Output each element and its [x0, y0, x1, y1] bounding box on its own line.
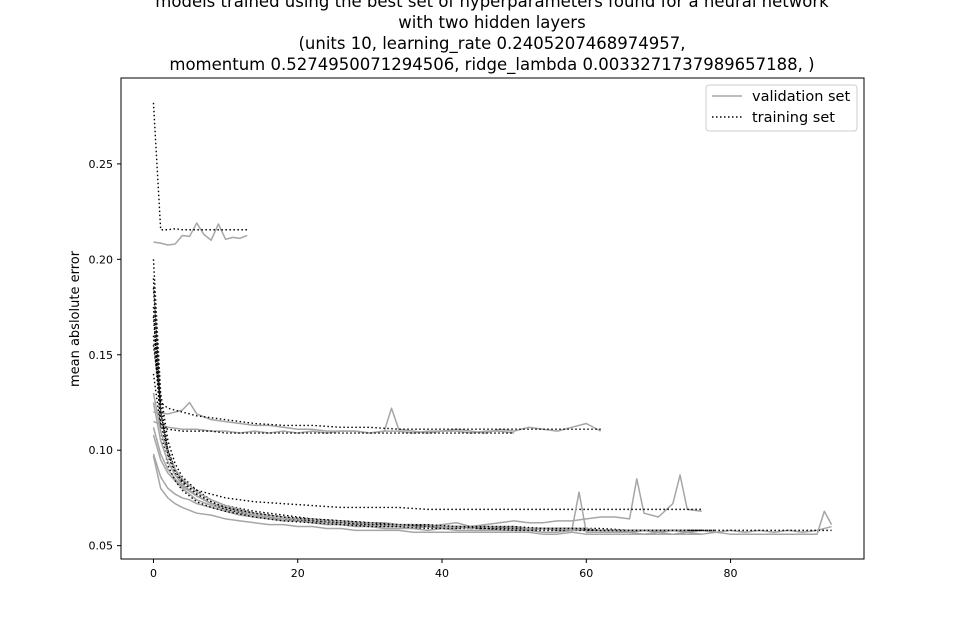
x-tick-label: 80 — [724, 567, 738, 580]
series-validation-i — [152, 392, 587, 530]
legend: validation set training set — [705, 84, 858, 132]
chart-title-line-3: (units 10, learning_rate 0.2405207468974… — [298, 34, 685, 54]
series-validation-f — [152, 434, 833, 535]
series-validation-h — [152, 402, 688, 532]
x-tick-label: 0 — [150, 567, 157, 580]
y-tick-label: 0.05 — [89, 540, 114, 553]
series-training-c — [152, 373, 515, 434]
legend-label-training: training set — [752, 110, 835, 126]
chart-title-line-2: with two hidden layers — [398, 13, 585, 32]
x-axis: 0 20 40 60 80 — [150, 559, 738, 580]
series-training-b — [152, 345, 601, 430]
legend-label-validation: validation set — [752, 89, 850, 105]
chart-title-line-4: momentum 0.5274950071294506, ridge_lambd… — [169, 55, 814, 75]
y-axis: 0.05 0.10 0.15 0.20 0.25 — [89, 158, 121, 553]
series-validation-g — [152, 455, 702, 535]
series-validation-c — [153, 420, 515, 434]
y-axis-label: mean abslolute error — [68, 250, 83, 387]
series-training-i — [152, 316, 587, 530]
series-training-d — [152, 278, 702, 511]
x-tick-label: 20 — [291, 567, 305, 580]
y-tick-label: 0.10 — [89, 444, 114, 457]
y-tick-label: 0.20 — [89, 253, 114, 266]
chart-title: models trained using the best set of hyp… — [155, 0, 829, 75]
plot-series — [152, 102, 833, 535]
y-tick-label: 0.15 — [89, 349, 114, 362]
plot-frame — [120, 77, 865, 560]
chart-title-line-1: models trained using the best set of hyp… — [155, 0, 829, 11]
y-tick-label: 0.25 — [89, 158, 114, 171]
x-tick-label: 60 — [579, 567, 593, 580]
series-validation-a — [153, 222, 248, 246]
x-tick-label: 40 — [435, 567, 449, 580]
legend-box — [705, 84, 858, 132]
